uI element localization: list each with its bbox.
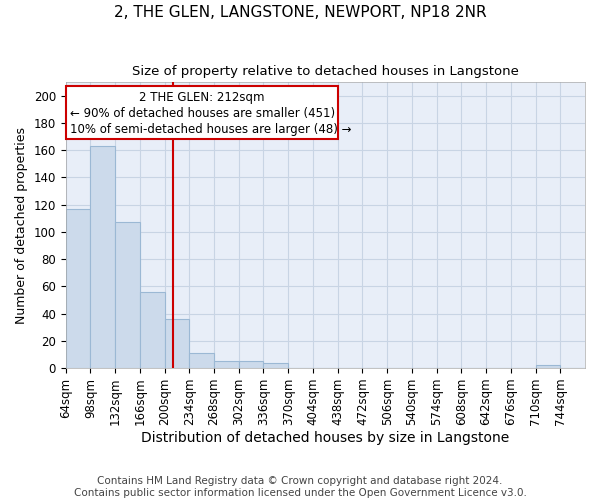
Bar [140,292,164,368]
Text: ← 90% of detached houses are smaller (451): ← 90% of detached houses are smaller (45… [70,107,335,120]
Bar [263,362,288,368]
Bar [214,362,239,368]
Bar [536,366,560,368]
Text: 10% of semi-detached houses are larger (48) →: 10% of semi-detached houses are larger (… [70,123,352,136]
Bar [164,319,190,368]
Text: 2 THE GLEN: 212sqm: 2 THE GLEN: 212sqm [139,91,265,104]
Bar [239,362,263,368]
Bar [65,208,91,368]
Text: 2, THE GLEN, LANGSTONE, NEWPORT, NP18 2NR: 2, THE GLEN, LANGSTONE, NEWPORT, NP18 2N… [113,5,487,20]
Bar [91,146,115,368]
Bar [115,222,140,368]
Text: Contains HM Land Registry data © Crown copyright and database right 2024.
Contai: Contains HM Land Registry data © Crown c… [74,476,526,498]
Y-axis label: Number of detached properties: Number of detached properties [15,126,28,324]
Bar [190,353,214,368]
Title: Size of property relative to detached houses in Langstone: Size of property relative to detached ho… [132,65,519,78]
X-axis label: Distribution of detached houses by size in Langstone: Distribution of detached houses by size … [141,431,509,445]
FancyBboxPatch shape [65,86,338,139]
